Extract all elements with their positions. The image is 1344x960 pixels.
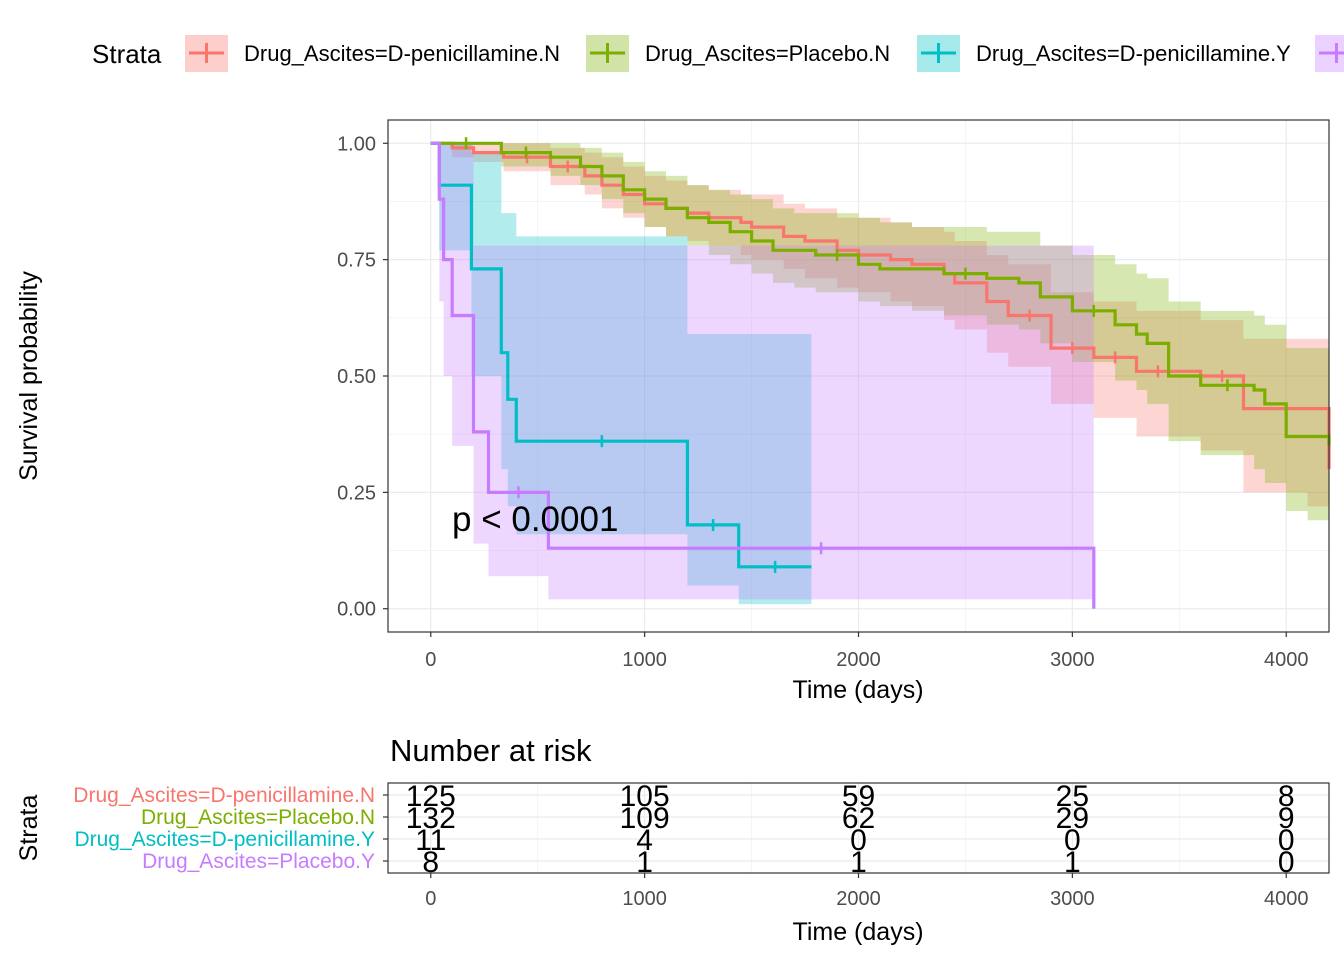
risk-strata-label: Drug_Ascites=Placebo.Y (142, 850, 375, 873)
y-axis-title: Survival probability (15, 271, 43, 481)
risk-x-tick-label: 0 (425, 888, 436, 910)
risk-strata-label: Drug_Ascites=D-penicillamine.Y (74, 828, 375, 851)
p-value-annotation: p < 0.0001 (452, 500, 618, 539)
x-tick-label: 2000 (836, 649, 881, 671)
risk-table-title: Number at risk (390, 733, 592, 768)
ci-band-0 (430, 143, 1330, 539)
y-tick-label: 0.25 (337, 482, 376, 504)
risk-count: 125 (406, 780, 456, 813)
censor-mark-3 (815, 542, 828, 555)
y-tick-label: 1.00 (337, 133, 376, 155)
risk-strata-label: Drug_Ascites=Placebo.N (141, 806, 375, 829)
risk-x-axis-title: Time (days) (792, 918, 923, 946)
risk-x-tick-label: 3000 (1050, 888, 1095, 910)
censor-mark-2 (769, 560, 782, 573)
x-tick-label: 0 (425, 649, 436, 671)
censor-mark-0 (561, 160, 574, 173)
risk-count: 4 (636, 824, 653, 857)
legend-key-glyph-3 (1319, 43, 1344, 63)
risk-x-tick-label: 1000 (622, 888, 667, 910)
censor-mark-1 (519, 146, 532, 159)
legend-key-glyph-2 (921, 43, 956, 63)
risk-count: 132 (406, 802, 456, 835)
censor-mark-1 (959, 267, 972, 280)
censor-mark-0 (1109, 351, 1122, 364)
risk-count: 9 (1278, 802, 1295, 835)
legend-label-1: Drug_Ascites=Placebo.N (645, 41, 890, 66)
survival-curve-1 (430, 141, 1331, 446)
censor-mark-2 (707, 518, 720, 531)
ci-band-3 (430, 143, 1094, 609)
risk-count: 0 (1064, 824, 1081, 857)
censor-mark-0 (1066, 342, 1079, 355)
risk-strata-label: Drug_Ascites=D-penicillamine.N (73, 784, 375, 807)
risk-count: 25 (1056, 780, 1089, 813)
risk-count: 109 (620, 802, 670, 835)
risk-x-tick-label: 4000 (1264, 888, 1309, 910)
risk-count: 0 (1278, 824, 1295, 857)
censor-mark-1 (831, 248, 844, 261)
x-tick-label: 4000 (1264, 649, 1309, 671)
risk-count: 62 (842, 802, 875, 835)
risk-count: 8 (1278, 780, 1295, 813)
censor-mark-1 (460, 137, 473, 150)
risk-count: 59 (842, 780, 875, 813)
censor-mark-2 (595, 435, 608, 448)
ci-band-1 (430, 143, 1330, 530)
x-tick-label: 3000 (1050, 649, 1095, 671)
x-axis-title: Time (days) (792, 676, 923, 704)
y-tick-label: 0.00 (337, 599, 376, 621)
plot-panel: 0.00 0.25 0.50 0.75 1.00 0 1000 2000 3000 4000 p… (15, 119, 1331, 704)
censor-mark-0 (1023, 309, 1036, 322)
y-tick-label: 0.75 (337, 250, 376, 272)
censor-mark-1 (1087, 304, 1100, 317)
censor-mark-1 (1221, 379, 1234, 392)
risk-count: 0 (850, 824, 867, 857)
legend-label-2: Drug_Ascites=D-penicillamine.Y (976, 41, 1291, 66)
legend-label-0: Drug_Ascites=D-penicillamine.N (244, 41, 560, 66)
censor-mark-3 (512, 486, 525, 499)
risk-count: 29 (1056, 802, 1089, 835)
x-tick-label: 1000 (622, 649, 667, 671)
risk-count: 1 (636, 846, 653, 879)
risk-count: 1 (1064, 846, 1081, 879)
legend-key-glyph-1 (590, 43, 625, 63)
risk-y-axis-title: Strata (15, 795, 43, 862)
risk-x-tick-label: 2000 (836, 888, 881, 910)
risk-count: 8 (422, 846, 439, 879)
legend-key-glyph-0 (189, 43, 224, 63)
ci-band-2 (430, 143, 812, 605)
censor-mark-0 (1216, 370, 1229, 382)
risk-count: 105 (620, 780, 670, 813)
risk-count: 0 (1278, 846, 1295, 879)
y-tick-label: 0.50 (337, 366, 376, 388)
legend-title: Strata (92, 39, 162, 69)
legend: Strata Drug_Ascites=D-penicillamine.N Dru… (92, 35, 1344, 72)
censor-mark-0 (1151, 365, 1164, 378)
survival-curve-0 (430, 141, 1331, 470)
risk-count: 11 (415, 824, 446, 857)
risk-count: 1 (850, 846, 867, 879)
survival-curve-3 (430, 141, 1096, 609)
